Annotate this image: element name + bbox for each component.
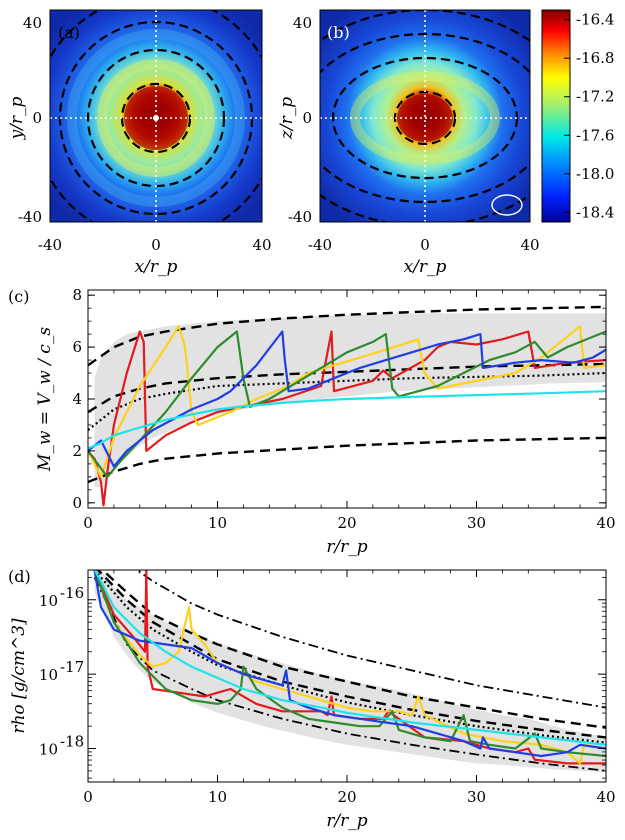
- panel-a-label: (a): [58, 23, 80, 42]
- panel-b-xtick: 40: [520, 236, 539, 254]
- colorbar-scale: [541, 9, 571, 223]
- colorbar-tick-label: -16.8: [576, 49, 614, 67]
- y-tick-label: 10: [39, 592, 58, 610]
- series-dashdot-top: [135, 570, 606, 709]
- panel-c-xlabel: r/r_p: [326, 537, 367, 557]
- y-tick-label: 8: [72, 286, 82, 304]
- y-tick-label: 4: [72, 390, 82, 408]
- panel-b-frame: [319, 9, 531, 223]
- x-tick-label: 10: [208, 788, 227, 806]
- series-dashed-top: [88, 305, 606, 367]
- panel-b-ylabel: z/r_p: [277, 97, 297, 140]
- panel-c-plot-area: [88, 305, 606, 507]
- shaded-band: [94, 313, 606, 488]
- y-tick-label: 6: [72, 338, 82, 356]
- x-tick-label: 40: [596, 788, 615, 806]
- panel-b-xlabel: x/r_p: [404, 257, 447, 277]
- colorbar-tick-label: -17.6: [576, 126, 614, 144]
- y-tick-exponent: -16: [60, 584, 84, 602]
- y-tick-label: 10: [39, 666, 58, 684]
- panel-b-label: (b): [327, 23, 350, 42]
- x-tick-label: 30: [467, 788, 486, 806]
- panel-b-ytick: -40: [288, 208, 312, 226]
- panel-a-frame: [49, 9, 263, 223]
- panel-c-label: (c): [8, 287, 29, 306]
- panel-a-ytick: 0: [32, 109, 42, 127]
- colorbar-ticks: -16.4 -16.8 -17.2 -17.6 -18.0 -18.4: [564, 11, 614, 221]
- panel-b-contour: [320, 32, 530, 204]
- series-cyan: [88, 390, 606, 450]
- series-dashdot-bottom: [93, 577, 606, 772]
- x-tick-label: 40: [596, 514, 615, 532]
- panel-b-ytick: 40: [293, 14, 312, 32]
- panel-b-xtick: 0: [420, 236, 430, 254]
- shaded-band: [94, 570, 606, 773]
- series-cyan: [93, 570, 606, 746]
- series-blue: [88, 330, 606, 468]
- series-yellow: [93, 570, 606, 765]
- y-tick-label: 10: [39, 741, 58, 759]
- panel-a-xtick: -40: [38, 236, 62, 254]
- y-tick-label: 2: [72, 442, 82, 460]
- panel-d-label: (d): [8, 567, 31, 586]
- colorbar-tick-label: -16.4: [576, 11, 614, 29]
- panel-d-plot-area: [93, 570, 606, 773]
- colorbar: -16.4 -16.8 -17.2 -17.6 -18.0 -18.4: [541, 9, 614, 223]
- panel-c-ylabel: M_w = V_w / c_s: [35, 327, 55, 472]
- panel-b-ellipse-marker: [491, 194, 523, 216]
- colorbar-tick-label: -18.4: [576, 203, 614, 221]
- series-dashed-b: [96, 570, 606, 739]
- panel-c-axes: 0 10 20 30 40 0 2 4 6 8: [72, 286, 615, 532]
- x-tick-label: 20: [337, 788, 356, 806]
- series-green: [93, 570, 606, 758]
- panel-b-xtick: -40: [308, 236, 332, 254]
- x-tick-label: 0: [83, 788, 93, 806]
- panel-a-ylabel: y/r_p: [7, 96, 27, 140]
- x-tick-label: 30: [467, 514, 486, 532]
- panel-a-ytick: -40: [18, 208, 42, 226]
- panel-d-ylabel: rho [g/cm^3]: [9, 618, 29, 734]
- panel-a-xtick: 40: [252, 236, 271, 254]
- series-dashed-a: [100, 570, 606, 729]
- colorbar-tick-label: -18.0: [576, 165, 614, 183]
- series-blue: [93, 570, 606, 758]
- panel-b-ytick: 0: [302, 109, 312, 127]
- series-green: [88, 330, 606, 478]
- panel-d-xlabel: r/r_p: [326, 811, 367, 831]
- panel-a: (a) -40 0 40 40 0 -40 x/r_p y/r_p: [7, 9, 272, 277]
- panel-c: (c) 0 10 20 30 40 0 2 4 6 8 r/r_p M_w = V_w / c_s: [8, 286, 616, 557]
- panel-a-xlabel: x/r_p: [135, 257, 178, 277]
- x-tick-label: 10: [208, 514, 227, 532]
- panel-a-center: [153, 115, 159, 121]
- panel-b: (b) -40 0 40 40 0 -40 x/r_p z/r_p: [277, 9, 540, 277]
- colorbar-tick-label: -17.2: [576, 88, 614, 106]
- y-tick-label: 0: [72, 494, 82, 512]
- series-dashed-low: [88, 436, 606, 484]
- panel-a-xtick: 0: [151, 236, 161, 254]
- x-tick-label: 0: [83, 514, 93, 532]
- panel-a-ytick: 40: [23, 14, 42, 32]
- x-tick-label: 20: [337, 514, 356, 532]
- y-tick-exponent: -18: [60, 733, 84, 751]
- y-tick-exponent: -17: [60, 658, 84, 676]
